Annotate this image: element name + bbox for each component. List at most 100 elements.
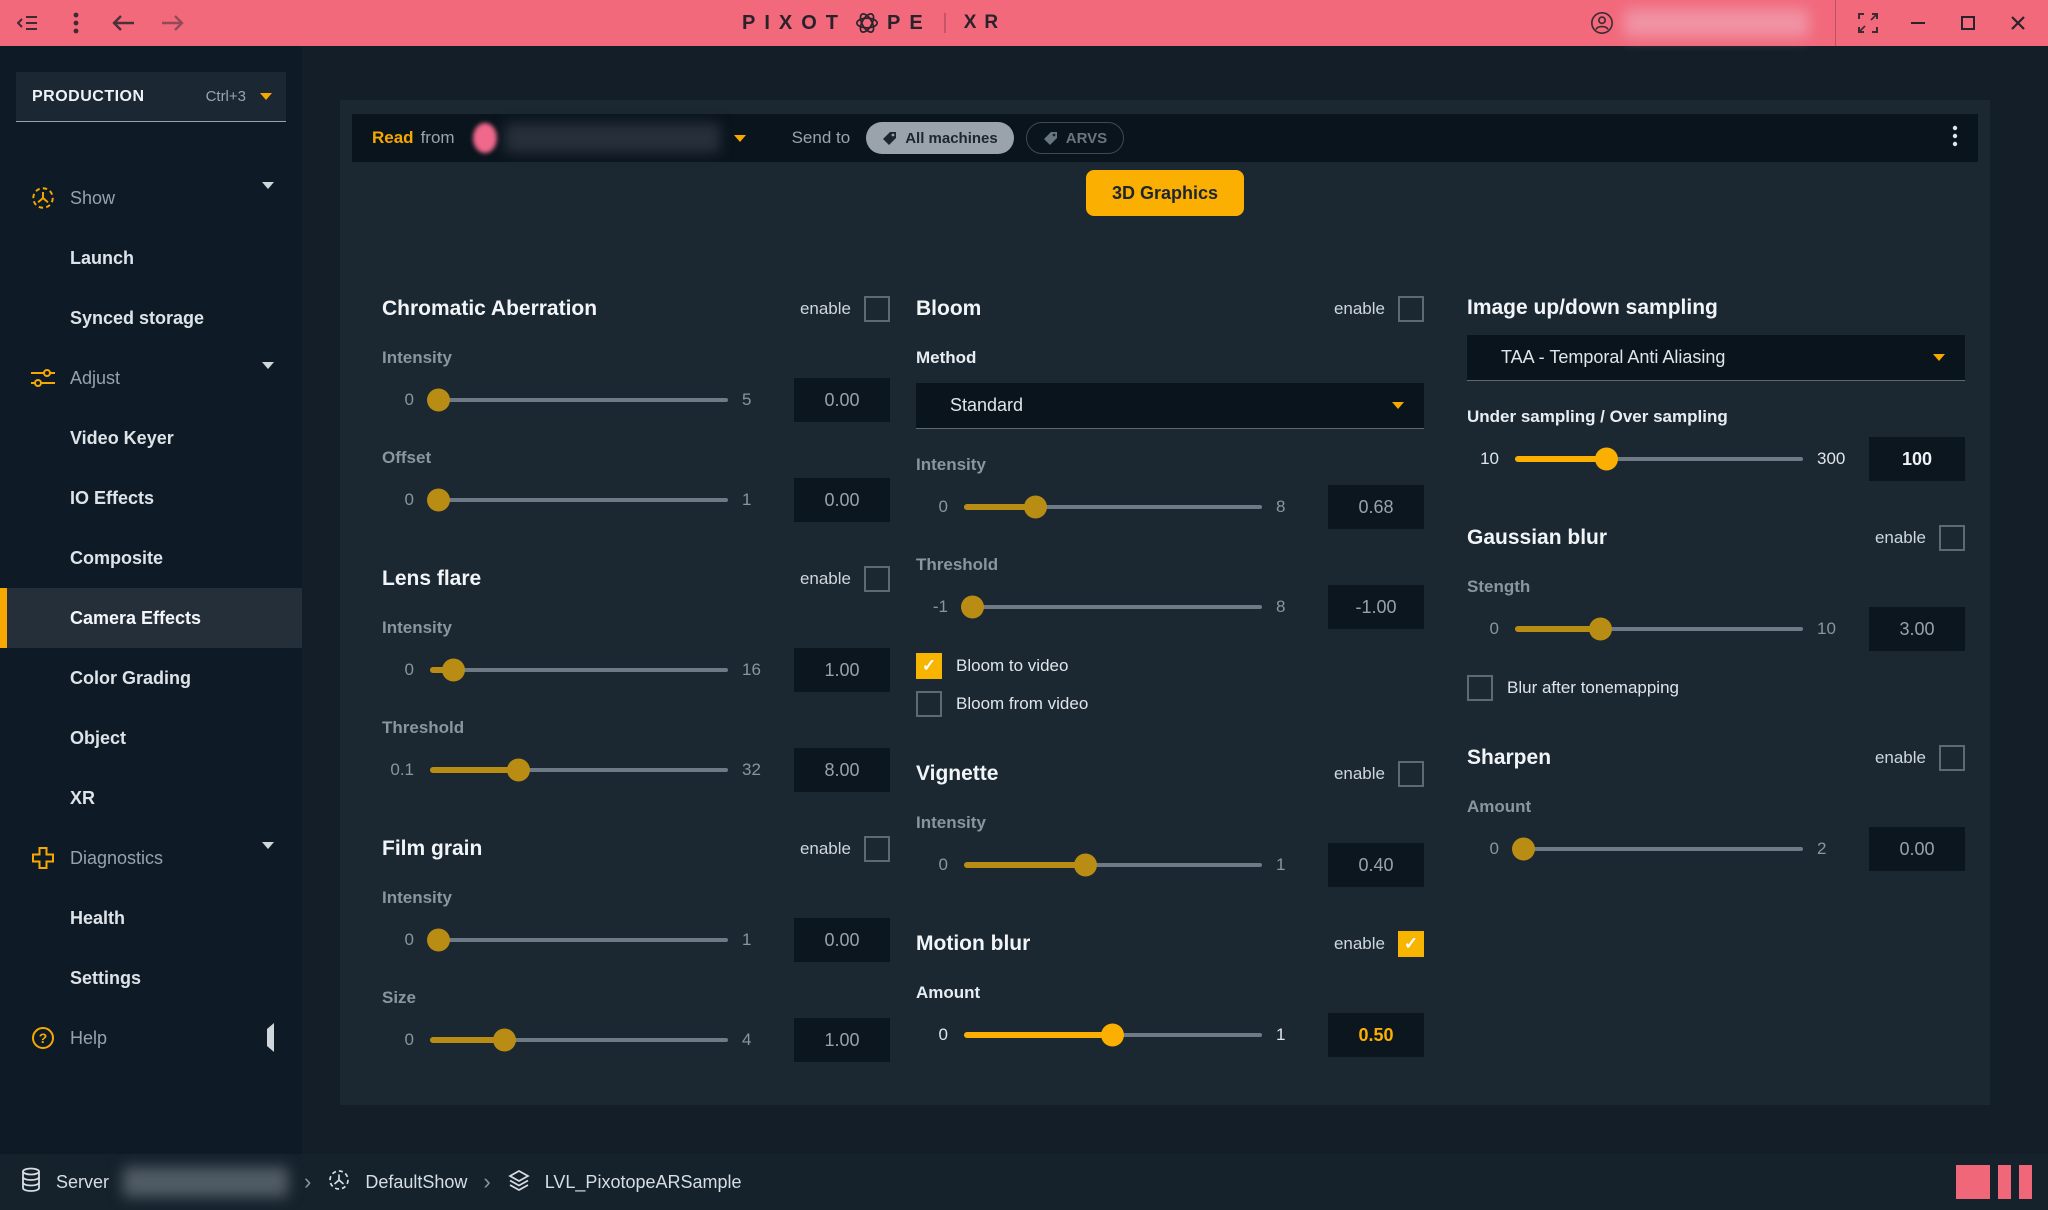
- slider-thumb[interactable]: [1074, 853, 1098, 877]
- enable-checkbox[interactable]: [1398, 931, 1424, 957]
- slider-value-field[interactable]: 0.00: [794, 378, 890, 422]
- slider-max-label: 300: [1817, 449, 1846, 468]
- slider-value-field[interactable]: 0.00: [794, 918, 890, 962]
- slider-track[interactable]: [964, 1023, 1262, 1047]
- slider-value-field[interactable]: 1.00: [794, 1018, 890, 1062]
- tag-label: All machines: [905, 129, 998, 147]
- slider-value-field[interactable]: 3.00: [1869, 607, 1965, 651]
- checkbox[interactable]: [916, 691, 942, 717]
- sidebar-item-health[interactable]: Health: [0, 888, 302, 948]
- slider-fill: [964, 1023, 1124, 1047]
- sidebar-item-io-effects[interactable]: IO Effects: [0, 468, 302, 528]
- enable-checkbox[interactable]: [1939, 525, 1965, 551]
- slider-track[interactable]: [430, 758, 728, 782]
- slider-track[interactable]: [1515, 617, 1803, 641]
- slider-max-label: 10: [1817, 619, 1836, 638]
- enable-checkbox[interactable]: [1939, 745, 1965, 771]
- slider-thumb[interactable]: [1595, 447, 1619, 471]
- enable-checkbox[interactable]: [1398, 296, 1424, 322]
- slider-track[interactable]: [964, 495, 1262, 519]
- back-icon[interactable]: [112, 11, 136, 35]
- slider-value-field[interactable]: 0.68: [1328, 485, 1424, 529]
- slider-thumb[interactable]: [492, 1028, 516, 1052]
- slider-value-field[interactable]: 100: [1869, 437, 1965, 481]
- dropdown-select[interactable]: Standard: [916, 383, 1424, 429]
- slider-thumb[interactable]: [1101, 1023, 1124, 1047]
- close-icon[interactable]: [2006, 11, 2030, 35]
- forward-icon[interactable]: [160, 11, 184, 35]
- sidebar-item-help[interactable]: ? Help: [0, 1008, 302, 1068]
- slider-thumb[interactable]: [507, 758, 531, 782]
- user-account-icon[interactable]: [1590, 11, 1614, 35]
- slider-thumb[interactable]: [426, 388, 450, 412]
- slider-value-field[interactable]: 1.00: [794, 648, 890, 692]
- checkbox[interactable]: [1467, 675, 1493, 701]
- slider-track[interactable]: [426, 388, 728, 412]
- breadcrumb-show[interactable]: DefaultShow: [365, 1171, 468, 1192]
- enable-checkbox[interactable]: [864, 836, 890, 862]
- sidebar-item-object[interactable]: Object: [0, 708, 302, 768]
- slider-thumb[interactable]: [1023, 495, 1047, 519]
- slider-track[interactable]: [1515, 447, 1803, 471]
- slider-track[interactable]: [964, 853, 1262, 877]
- read-send-toolbar: Read from Send to All machines ARVS: [352, 114, 1978, 162]
- tag-all-machines[interactable]: All machines: [866, 122, 1014, 154]
- sidebar-item-xr[interactable]: XR: [0, 768, 302, 828]
- toolbar-kebab-icon[interactable]: [1952, 124, 1958, 153]
- sidebar-item-label: Diagnostics: [70, 847, 164, 868]
- sidebar-item-composite[interactable]: Composite: [0, 528, 302, 588]
- sidebar-item-label: Object: [70, 727, 127, 748]
- slider-thumb[interactable]: [1511, 837, 1535, 861]
- sidebar-item-adjust[interactable]: Adjust: [0, 348, 302, 408]
- mode-selector[interactable]: PRODUCTION Ctrl+3: [16, 72, 286, 122]
- sidebar-item-color-grading[interactable]: Color Grading: [0, 648, 302, 708]
- slider-thumb[interactable]: [960, 595, 984, 619]
- slider-track[interactable]: [960, 595, 1262, 619]
- enable-checkbox[interactable]: [864, 566, 890, 592]
- slider-max-label: 1: [1276, 855, 1286, 874]
- sidebar-item-video-keyer[interactable]: Video Keyer: [0, 408, 302, 468]
- slider-max-label: 8: [1276, 497, 1286, 516]
- machine-dropdown-icon[interactable]: [733, 134, 746, 142]
- slider-track[interactable]: [430, 1028, 728, 1052]
- slider-value-field[interactable]: 8.00: [794, 748, 890, 792]
- fullscreen-icon[interactable]: [1856, 11, 1880, 35]
- sidebar-item-camera-effects[interactable]: Camera Effects: [0, 588, 302, 648]
- slider-thumb[interactable]: [426, 488, 450, 512]
- tag-arvs[interactable]: ARVS: [1025, 122, 1125, 154]
- minimize-icon[interactable]: [1906, 11, 1930, 35]
- slider-thumb[interactable]: [426, 928, 450, 952]
- dropdown-select[interactable]: TAA - Temporal Anti Aliasing: [1467, 335, 1965, 381]
- slider-value-field[interactable]: 0.50: [1328, 1013, 1424, 1057]
- 3d-graphics-tab[interactable]: 3D Graphics: [1086, 170, 1244, 216]
- indicator-block[interactable]: [2019, 1165, 2032, 1199]
- slider-value-field[interactable]: 0.40: [1328, 843, 1424, 887]
- sidebar-item-diagnostics[interactable]: Diagnostics: [0, 828, 302, 888]
- checkbox[interactable]: [916, 653, 942, 679]
- machine-name-redacted[interactable]: [504, 123, 720, 153]
- sidebar-item-show[interactable]: Show: [0, 168, 302, 228]
- slider-track[interactable]: [430, 658, 728, 682]
- enable-checkbox[interactable]: [864, 296, 890, 322]
- slider-thumb[interactable]: [1589, 617, 1613, 641]
- slider-track[interactable]: [426, 928, 728, 952]
- slider-track[interactable]: [1511, 837, 1803, 861]
- kebab-menu-icon[interactable]: [64, 11, 88, 35]
- sidebar-item-launch[interactable]: Launch: [0, 228, 302, 288]
- slider-track[interactable]: [426, 488, 728, 512]
- enable-checkbox[interactable]: [1398, 761, 1424, 787]
- slider-value-field[interactable]: -1.00: [1328, 585, 1424, 629]
- maximize-icon[interactable]: [1956, 11, 1980, 35]
- server-name-redacted[interactable]: [123, 1167, 289, 1197]
- indicator-block[interactable]: [1998, 1165, 2011, 1199]
- enable-label: enable: [1333, 299, 1385, 318]
- collapse-sidebar-icon[interactable]: [16, 11, 40, 35]
- pixotope-logo: PIXOT PE XR: [742, 0, 1006, 46]
- breadcrumb-level[interactable]: LVL_PixotopeARSample: [544, 1171, 742, 1192]
- indicator-block[interactable]: [1956, 1165, 1990, 1199]
- slider-value-field[interactable]: 0.00: [794, 478, 890, 522]
- sidebar-item-synced-storage[interactable]: Synced storage: [0, 288, 302, 348]
- slider-thumb[interactable]: [441, 658, 465, 682]
- slider-value-field[interactable]: 0.00: [1869, 827, 1965, 871]
- sidebar-item-settings[interactable]: Settings: [0, 948, 302, 1008]
